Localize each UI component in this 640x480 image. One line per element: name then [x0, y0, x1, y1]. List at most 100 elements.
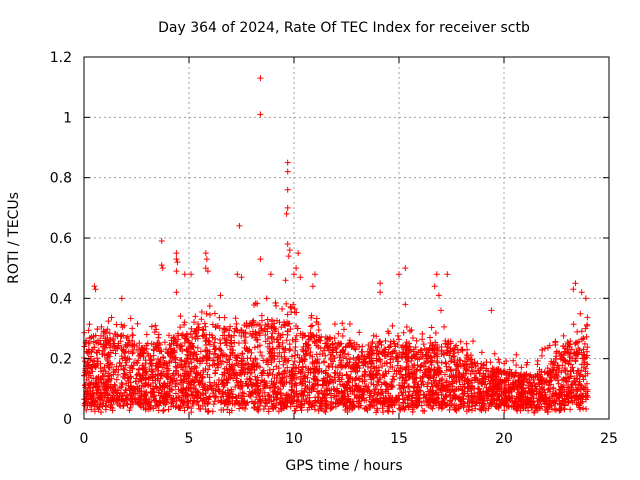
data-point: [583, 333, 590, 340]
data-point: [291, 407, 298, 414]
data-point: [254, 383, 261, 390]
data-point: [142, 392, 149, 399]
data-point: [133, 359, 140, 366]
data-point: [315, 326, 322, 333]
data-point: [123, 359, 130, 366]
data-point: [241, 337, 248, 344]
data-point: [151, 329, 158, 336]
data-point: [253, 394, 260, 401]
data-point: [105, 318, 112, 325]
data-point: [584, 344, 591, 351]
data-point: [250, 317, 257, 324]
data-point: [103, 379, 110, 386]
data-point: [212, 367, 219, 374]
data-point: [501, 360, 508, 367]
data-point: [229, 361, 236, 368]
data-point: [426, 334, 433, 341]
data-point: [418, 346, 425, 353]
data-point: [304, 374, 311, 381]
data-point: [389, 376, 396, 383]
data-point: [339, 332, 346, 339]
data-point: [309, 322, 316, 329]
data-point: [112, 350, 119, 357]
data-point: [428, 380, 435, 387]
data-point: [575, 401, 582, 408]
data-point: [152, 322, 159, 329]
data-point: [229, 391, 236, 398]
data-point: [322, 376, 329, 383]
data-point: [220, 325, 227, 332]
data-point: [353, 395, 360, 402]
data-point: [464, 400, 471, 407]
data-point: [258, 325, 265, 332]
data-point: [181, 319, 188, 326]
data-point: [422, 368, 429, 375]
data-point: [538, 352, 545, 359]
data-point: [232, 384, 239, 391]
data-point: [394, 332, 401, 339]
data-point: [253, 321, 260, 328]
data-point: [171, 334, 178, 341]
data-point: [359, 348, 366, 355]
data-point: [383, 360, 390, 367]
data-point: [424, 379, 431, 386]
data-point: [235, 340, 242, 347]
data-point: [307, 329, 314, 336]
data-point: [461, 400, 468, 407]
data-point: [175, 394, 182, 401]
data-point: [463, 340, 470, 347]
data-point: [283, 337, 290, 344]
data-point: [248, 390, 255, 397]
data-point: [348, 344, 355, 351]
data-point: [560, 352, 567, 359]
data-point: [172, 390, 179, 397]
data-point: [455, 385, 462, 392]
data-point: [388, 384, 395, 391]
data-point: [292, 344, 299, 351]
data-point: [196, 405, 203, 412]
data-point: [172, 404, 179, 411]
data-point: [336, 376, 343, 383]
data-point: [293, 332, 300, 339]
data-point: [510, 357, 517, 364]
data-point: [212, 370, 219, 377]
data-point: [547, 360, 554, 367]
data-point: [412, 354, 419, 361]
data-point: [572, 339, 579, 346]
data-point: [289, 336, 296, 343]
data-point: [279, 339, 286, 346]
data-point: [209, 408, 216, 415]
y-tick-label: 1: [63, 110, 72, 126]
data-point: [220, 406, 227, 413]
data-point: [480, 388, 487, 395]
data-point: [550, 384, 557, 391]
data-point: [232, 315, 239, 322]
data-point: [432, 329, 439, 336]
data-point: [411, 379, 418, 386]
data-point: [90, 338, 97, 345]
data-point: [424, 383, 431, 390]
y-axis-label: ROTI / TECUs: [6, 192, 22, 284]
data-point: [262, 321, 269, 328]
data-point: [281, 379, 288, 386]
data-point: [317, 345, 324, 352]
data-point: [330, 400, 337, 407]
data-point: [209, 362, 216, 369]
data-point: [262, 338, 269, 345]
x-axis-label: GPS time / hours: [285, 458, 402, 474]
data-point: [368, 361, 375, 368]
data-point: [251, 388, 258, 395]
data-point: [406, 328, 413, 335]
data-point: [246, 366, 253, 373]
data-point: [207, 311, 214, 318]
data-point: [323, 343, 330, 350]
data-point: [390, 348, 397, 355]
data-point: [381, 400, 388, 407]
data-point: [186, 384, 193, 391]
data-point: [414, 362, 421, 369]
data-point: [309, 353, 316, 360]
data-point: [556, 395, 563, 402]
data-point: [194, 344, 201, 351]
data-point: [417, 347, 424, 354]
data-point: [206, 302, 213, 309]
